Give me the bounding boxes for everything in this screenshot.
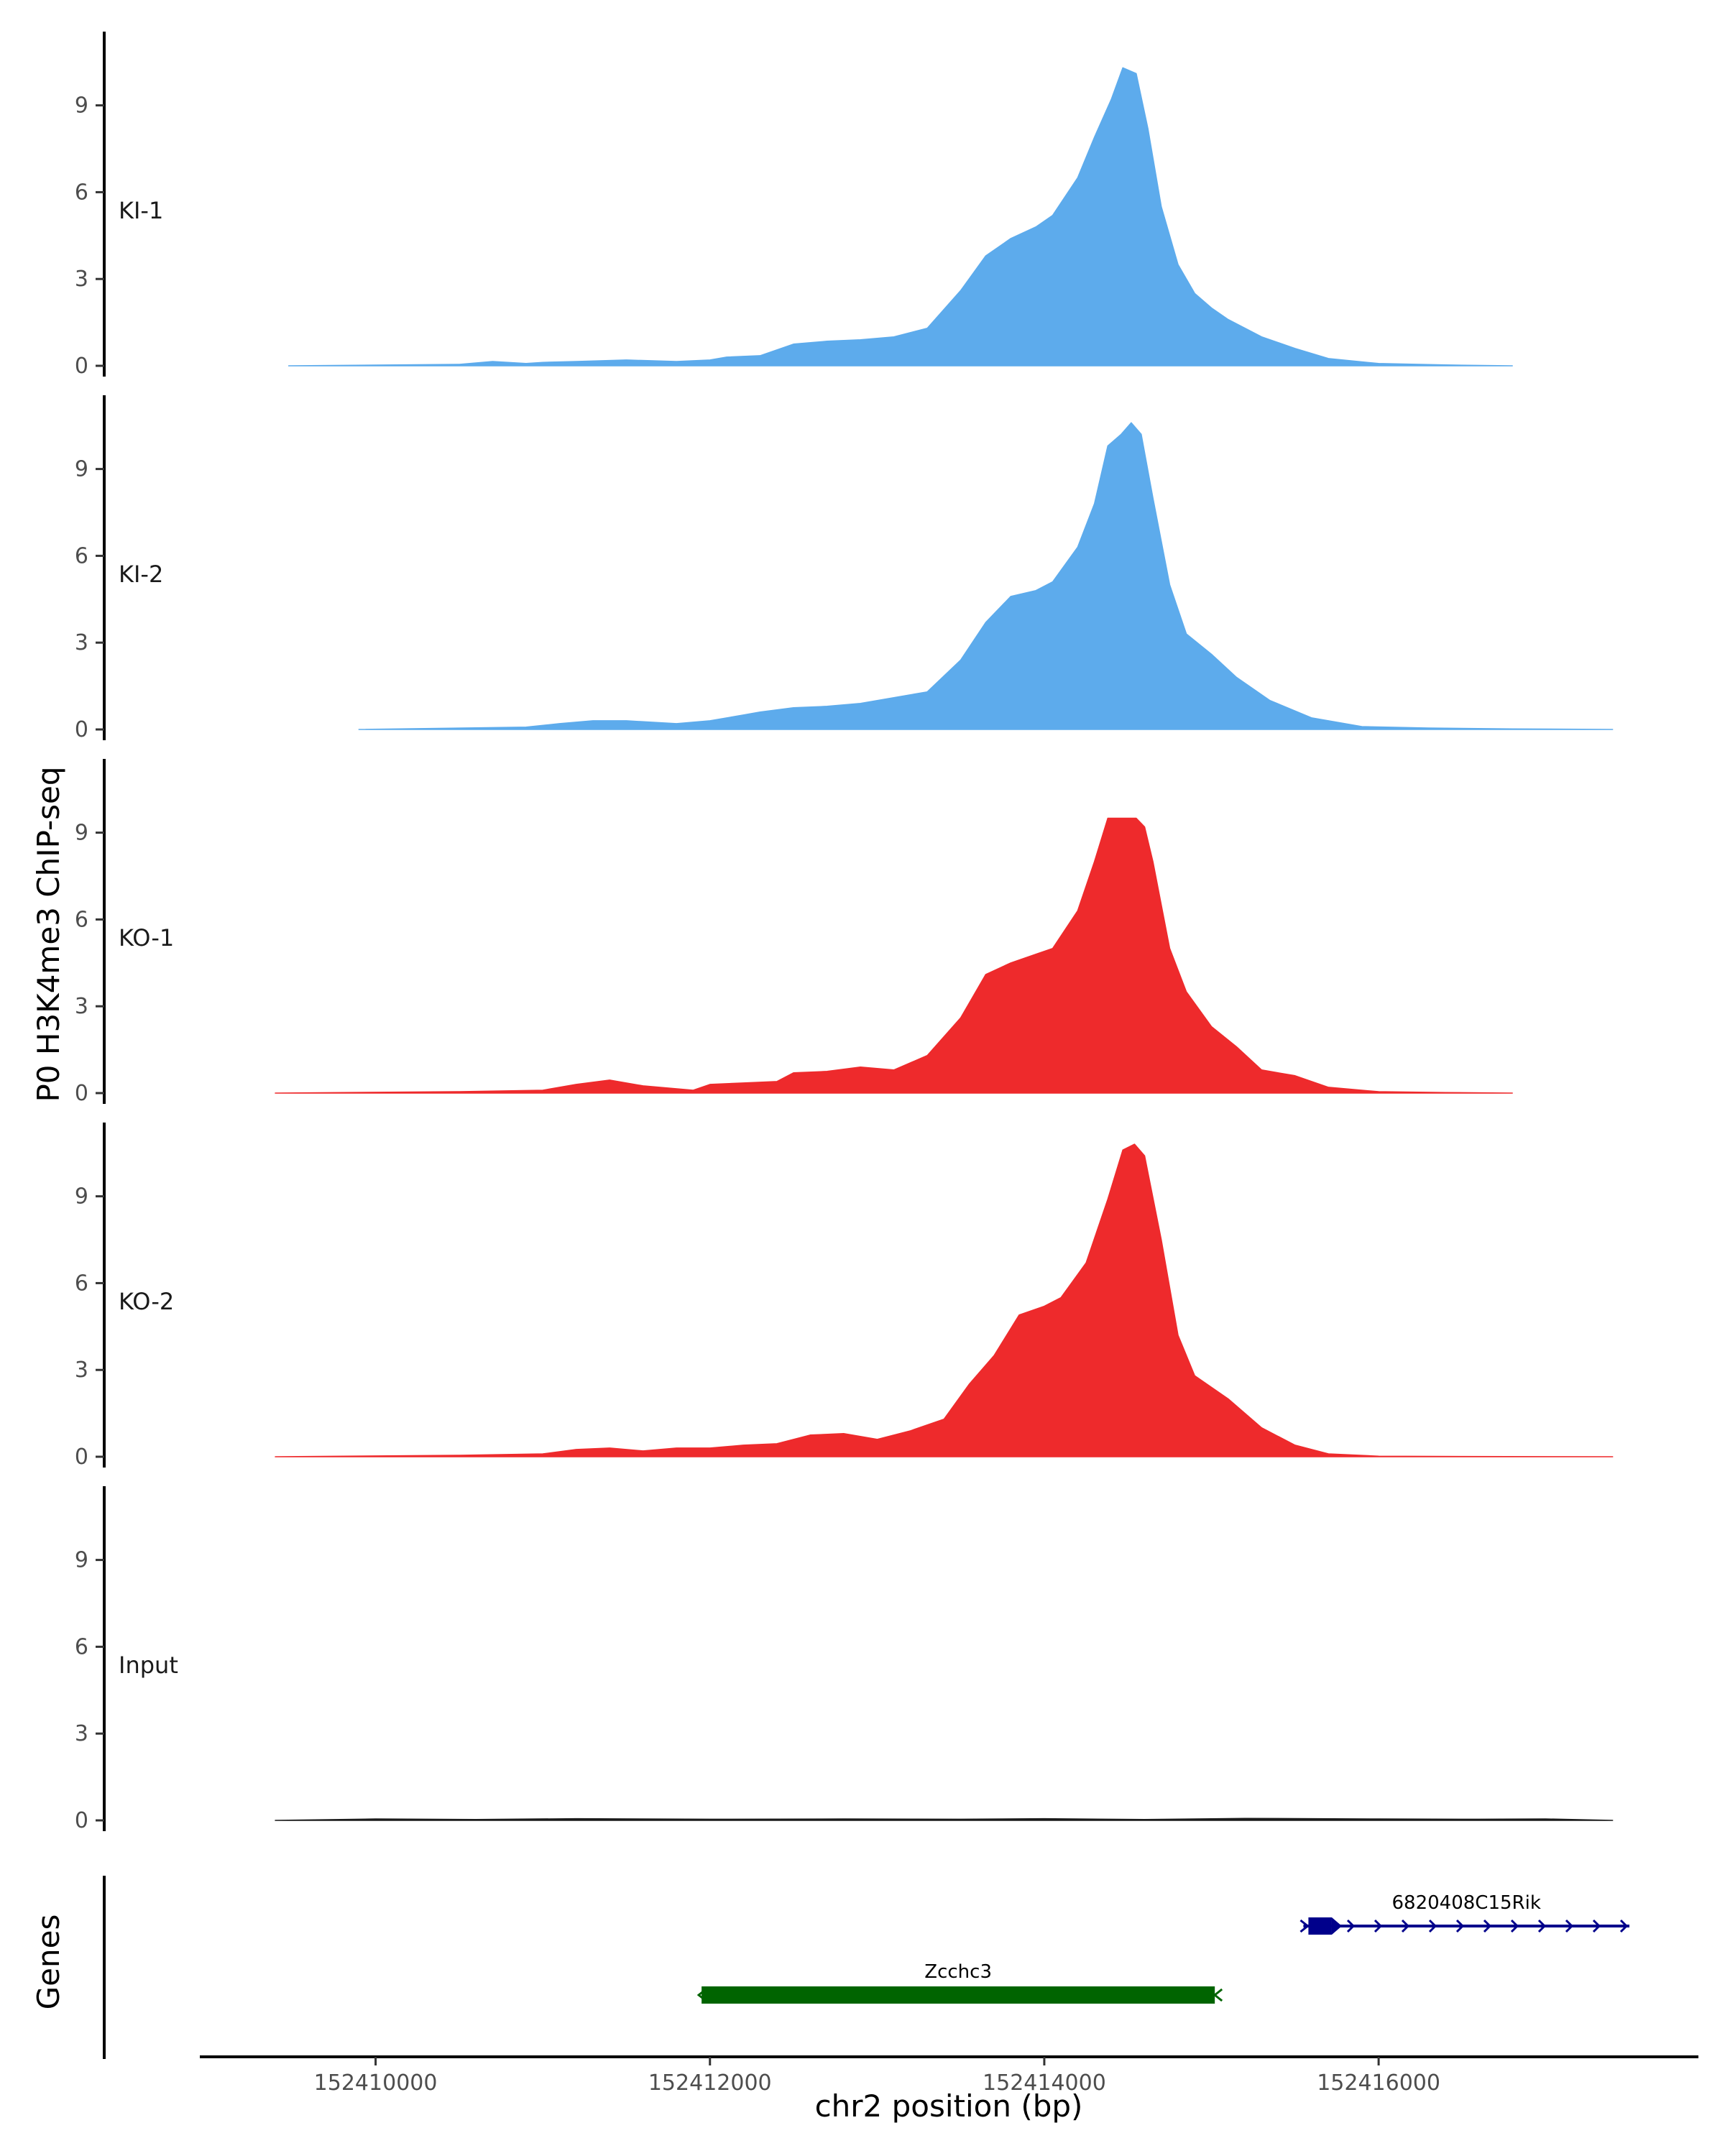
strand-arrow xyxy=(1213,1988,1223,2002)
track-ko-2: 0 3 6 9 KO-2 xyxy=(75,1123,1614,1470)
gene-exon xyxy=(1308,1917,1332,1935)
y-tick-label: 0 xyxy=(75,1081,88,1106)
strand-arrow xyxy=(1374,1919,1383,1933)
y-axis-title: P0 H3K4me3 ChIP-seq xyxy=(31,766,66,1102)
y-tick-label: 0 xyxy=(75,1808,88,1833)
coverage-area xyxy=(275,1818,1614,1821)
strand-arrow xyxy=(1346,1919,1356,1933)
y-tick-label: 0 xyxy=(75,354,88,379)
y-tick-label: 3 xyxy=(75,1721,88,1746)
x-axis-title: chr2 position (bp) xyxy=(815,2088,1083,2124)
strand-arrow xyxy=(1401,1919,1410,1933)
y-tick-label: 0 xyxy=(75,717,88,742)
gene-annotation-panel: Zcchc3 6820408C15Rik xyxy=(103,1876,1629,2059)
coverage-area xyxy=(275,817,1513,1094)
track-ki-1: 0 3 6 9 KI-1 xyxy=(75,32,1513,379)
exon-arrow xyxy=(1331,1917,1342,1935)
y-tick-label: 9 xyxy=(75,821,88,846)
track-ko-1: 0 3 6 9 KO-1 xyxy=(75,759,1513,1106)
gene-zcchc3: Zcchc3 xyxy=(696,1961,1223,2004)
strand-arrow xyxy=(1619,1919,1629,1933)
x-tick-label: 152414000 xyxy=(983,2070,1106,2096)
strand-arrow xyxy=(1428,1919,1438,1933)
y-tick-label: 3 xyxy=(75,267,88,292)
coverage-tracks: 0 3 6 9 KI-1 0 3 6 9 KI-2 0 3 6 9 KO-1 0 3 6 9 KO-2 0 3 6 9 Inpu… xyxy=(75,32,1614,1833)
track-label: KI-1 xyxy=(119,197,163,224)
strand-arrow xyxy=(1300,1919,1310,1933)
coverage-area xyxy=(275,1143,1614,1457)
y-tick-label: 0 xyxy=(75,1445,88,1470)
gene-body xyxy=(702,1986,1215,2004)
strand-arrow xyxy=(696,1988,707,2002)
gene-label: 6820408C15Rik xyxy=(1392,1892,1541,1914)
track-input: 0 3 6 9 Input xyxy=(75,1486,1614,1833)
gene-label: Zcchc3 xyxy=(924,1961,992,1983)
strand-arrow xyxy=(1565,1919,1574,1933)
gene-6820408c15rik: 6820408C15Rik xyxy=(1300,1892,1629,1935)
strand-arrow xyxy=(1537,1919,1547,1933)
x-axis: 152410000 152412000 152414000 152416000 xyxy=(200,2055,1698,2096)
y-tick-label: 9 xyxy=(75,457,88,482)
strand-arrow xyxy=(1510,1919,1519,1933)
coverage-area xyxy=(358,422,1614,730)
track-label: KO-1 xyxy=(119,924,174,952)
strand-arrow xyxy=(1592,1919,1601,1933)
strand-arrow xyxy=(1483,1919,1492,1933)
y-tick-label: 6 xyxy=(75,1271,88,1296)
y-tick-label: 3 xyxy=(75,630,88,655)
y-tick-label: 9 xyxy=(75,1184,88,1210)
coverage-area xyxy=(288,67,1513,367)
x-tick-label: 152410000 xyxy=(314,2070,438,2096)
y-tick-label: 6 xyxy=(75,180,88,205)
y-tick-label: 6 xyxy=(75,543,88,568)
y-tick-label: 9 xyxy=(75,93,88,119)
track-label: KI-2 xyxy=(119,561,163,588)
track-label: Input xyxy=(119,1651,178,1679)
track-label: KO-2 xyxy=(119,1288,174,1315)
y-tick-label: 3 xyxy=(75,994,88,1019)
strand-arrow xyxy=(1455,1919,1465,1933)
x-tick-label: 152412000 xyxy=(648,2070,772,2096)
y-tick-label: 3 xyxy=(75,1358,88,1383)
x-tick-label: 152416000 xyxy=(1317,2070,1440,2096)
y-tick-label: 9 xyxy=(75,1548,88,1573)
y-tick-label: 6 xyxy=(75,1634,88,1659)
y-tick-label: 6 xyxy=(75,907,88,932)
track-ki-2: 0 3 6 9 KI-2 xyxy=(75,395,1614,742)
genes-panel-title: Genes xyxy=(31,1915,66,2010)
